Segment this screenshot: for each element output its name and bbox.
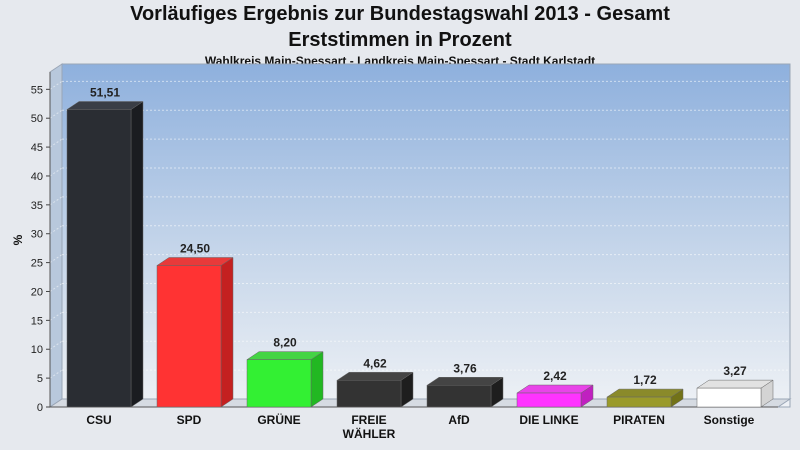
gridline-side <box>49 196 63 206</box>
bar-top <box>336 372 414 381</box>
gridline-side <box>49 225 63 235</box>
y-tick-label: 45 <box>31 142 43 154</box>
chart-subtitle: Erststimmen in Prozent <box>288 29 512 51</box>
bar-spd <box>156 257 234 408</box>
gridline-side <box>49 254 63 264</box>
bar-top <box>426 377 504 386</box>
y-axis-ticks: 0 5 10 15 20 25 30 35 40 45 50 55 <box>31 72 51 414</box>
y-axis-label: % <box>11 234 25 245</box>
value-label: 8,20 <box>273 336 297 350</box>
bar-front <box>516 392 582 408</box>
x-tick-label: DIE LINKE <box>519 413 578 427</box>
bar-front <box>336 380 402 408</box>
x-tick-label: Sonstige <box>704 413 755 427</box>
x-tick-label: GRÜNE <box>257 412 300 427</box>
value-label: 51,51 <box>90 85 120 99</box>
y-tick-label: 40 <box>31 171 43 183</box>
y-tick-label: 50 <box>31 113 43 125</box>
bars <box>66 101 774 408</box>
bar-top <box>156 257 234 266</box>
y-tick-label: 15 <box>31 315 43 327</box>
value-label: 1,72 <box>633 373 657 387</box>
bar-side <box>130 101 144 408</box>
bar-top <box>66 101 144 110</box>
bar-front <box>246 359 312 408</box>
bar-front <box>426 385 492 408</box>
value-label: 2,42 <box>543 369 567 383</box>
y-tick-label: 30 <box>31 229 43 241</box>
gridline-side <box>49 138 63 148</box>
gridline-side <box>49 340 63 350</box>
value-label: 3,27 <box>723 364 747 378</box>
value-labels: 51,51 24,50 8,20 4,62 3,76 2,42 1,72 3,27 <box>90 85 747 387</box>
bar-top <box>696 379 774 389</box>
y-tick-label: 55 <box>31 84 43 96</box>
x-tick-label: PIRATEN <box>613 413 665 427</box>
bar-piraten <box>606 388 684 408</box>
bar-sonstige <box>696 379 774 408</box>
y-tick-label: 0 <box>37 402 43 414</box>
gridline-side <box>49 167 63 177</box>
bar-side <box>220 257 234 408</box>
gridline-side <box>49 109 63 119</box>
plot-side-wall <box>49 63 63 408</box>
gridline-side <box>49 311 63 321</box>
x-tick-label: WÄHLER <box>343 426 396 441</box>
x-tick-label: SPD <box>177 413 202 427</box>
y-tick-label: 10 <box>31 344 43 356</box>
x-tick-label: AfD <box>448 413 470 427</box>
bar-front <box>606 396 672 408</box>
value-label: 3,76 <box>453 361 477 375</box>
x-tick-label: FREIE <box>351 413 386 427</box>
bar-grüne <box>246 351 324 408</box>
bar-top <box>246 351 324 360</box>
gridline-side <box>49 283 63 292</box>
y-tick-label: 25 <box>31 258 43 270</box>
bar-top <box>606 388 684 398</box>
bar-csu <box>66 101 144 408</box>
gridline-side <box>49 80 63 90</box>
bar-freie-wähler <box>336 371 414 408</box>
bar-die linke <box>516 384 594 408</box>
bar-top <box>516 384 594 394</box>
gridline-side <box>49 369 63 379</box>
y-tick-label: 20 <box>31 286 43 298</box>
bar-side <box>310 351 324 408</box>
value-label: 4,62 <box>363 356 387 370</box>
chart-title: Vorläufiges Ergebnis zur Bundestagswahl … <box>130 3 670 25</box>
y-tick-label: 5 <box>37 373 43 385</box>
bar-afd <box>426 376 504 408</box>
bar-front <box>66 109 132 408</box>
value-label: 24,50 <box>180 241 210 255</box>
x-tick-label: CSU <box>86 413 111 427</box>
bar-front <box>696 387 762 408</box>
y-tick-label: 35 <box>31 200 43 212</box>
bar-front <box>156 265 222 408</box>
